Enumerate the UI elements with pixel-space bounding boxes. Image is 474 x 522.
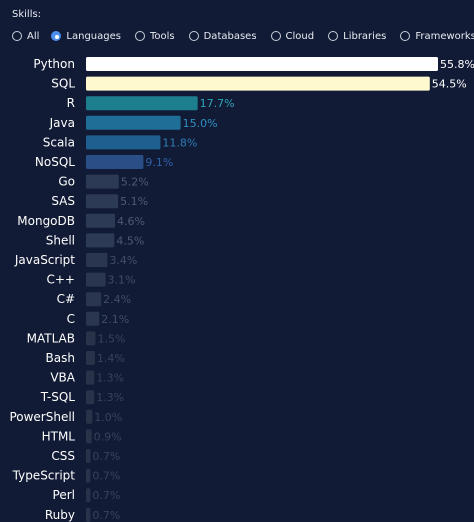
bar[interactable] [86, 57, 438, 71]
category-label: MongoDB [17, 214, 75, 228]
bar[interactable] [86, 409, 93, 424]
skills-filter-label: Skills: [12, 9, 42, 20]
bar[interactable] [86, 253, 108, 267]
category-label: VBA [50, 371, 75, 385]
value-label: 1.3% [96, 372, 124, 385]
value-label: 1.0% [94, 411, 122, 424]
radio-languages[interactable]: Languages [51, 31, 121, 42]
category-label: JavaScript [14, 253, 75, 267]
value-label: 0.7% [92, 489, 120, 502]
value-label: 2.1% [101, 313, 129, 326]
category-label: Shell [46, 233, 75, 247]
radio-cloud[interactable]: Cloud [270, 30, 315, 42]
radio-label: Databases [203, 30, 257, 42]
radio-circle-icon [270, 31, 281, 41]
category-label: MATLAB [27, 331, 75, 345]
value-label: 0.7% [92, 470, 120, 483]
bar[interactable] [86, 213, 116, 228]
bar[interactable] [86, 115, 181, 130]
value-label: 4.5% [116, 234, 144, 247]
bar[interactable] [86, 507, 91, 522]
value-label: 1.3% [96, 391, 124, 404]
radio-libraries[interactable]: Libraries [328, 31, 386, 42]
radio-all[interactable]: All [12, 31, 39, 42]
category-label: TypeScript [12, 469, 76, 483]
category-label: HTML [42, 429, 76, 443]
radio-label: Libraries [343, 30, 387, 42]
bar[interactable] [86, 488, 91, 503]
bar[interactable] [86, 174, 119, 189]
bar[interactable] [86, 331, 96, 346]
category-label: CSS [51, 449, 75, 463]
radio-databases[interactable]: Databases [188, 30, 257, 42]
category-label: Java [49, 116, 75, 130]
bar[interactable] [86, 390, 95, 405]
radio-circle-icon [51, 31, 62, 41]
radio-circle-icon [188, 31, 199, 41]
category-label: Go [58, 175, 75, 189]
value-label: 4.6% [117, 215, 145, 228]
value-label: 55.8% [440, 58, 474, 71]
radio-circle-icon [400, 31, 411, 41]
value-label: 3.1% [108, 274, 136, 287]
radio-label: Cloud [285, 30, 315, 42]
bar[interactable] [86, 96, 198, 111]
value-label: 5.1% [120, 195, 148, 208]
category-label: C++ [47, 273, 76, 287]
bar[interactable] [86, 194, 119, 209]
category-label: PowerShell [9, 410, 75, 424]
bar[interactable] [86, 292, 102, 307]
bar[interactable] [86, 449, 91, 463]
radio-frameworks[interactable]: Frameworks [400, 31, 474, 42]
bar[interactable] [86, 155, 144, 169]
radio-label: All [27, 30, 40, 42]
radio-label: Frameworks [415, 30, 474, 42]
bar[interactable] [86, 135, 161, 150]
radio-label: Tools [149, 30, 175, 42]
bar[interactable] [86, 233, 115, 248]
radio-circle-icon [328, 31, 339, 41]
category-label: Ruby [45, 508, 75, 522]
category-label: SAS [51, 194, 75, 208]
category-label: T-SQL [40, 390, 76, 404]
bar[interactable] [86, 76, 430, 91]
category-label: C# [57, 292, 75, 306]
value-label: 5.2% [121, 176, 149, 189]
value-label: 3.4% [109, 254, 137, 267]
skills-filter-radio-group: All Languages Tools Databases Cloud Libraries… [12, 28, 474, 44]
bar[interactable] [86, 468, 91, 483]
value-label: 1.4% [97, 352, 125, 365]
value-label: 17.7% [200, 97, 235, 110]
radio-tools[interactable]: Tools [134, 30, 175, 42]
bar[interactable] [86, 429, 92, 444]
category-label: Scala [43, 135, 75, 149]
category-label: C [67, 312, 75, 326]
value-label: 0.7% [92, 450, 120, 463]
value-label: 0.7% [92, 509, 120, 522]
category-label: R [67, 96, 75, 110]
value-label: 0.9% [94, 430, 122, 443]
value-label: 15.0% [183, 117, 218, 130]
value-label: 9.1% [145, 156, 173, 169]
value-label: 54.5% [432, 78, 467, 91]
category-label: Perl [53, 488, 75, 502]
bar[interactable] [86, 370, 95, 385]
radio-label: Languages [66, 30, 121, 42]
value-label: 11.8% [162, 136, 197, 149]
radio-circle-icon [134, 31, 145, 41]
category-label: SQL [51, 77, 75, 91]
radio-circle-icon [12, 31, 22, 41]
bar[interactable] [86, 311, 100, 326]
category-label: Bash [46, 351, 75, 365]
bar[interactable] [86, 351, 95, 365]
bar[interactable] [86, 272, 106, 287]
category-label: Python [33, 57, 75, 71]
value-label: 1.5% [97, 332, 125, 345]
category-label: NoSQL [35, 155, 75, 169]
value-label: 2.4% [103, 293, 131, 306]
